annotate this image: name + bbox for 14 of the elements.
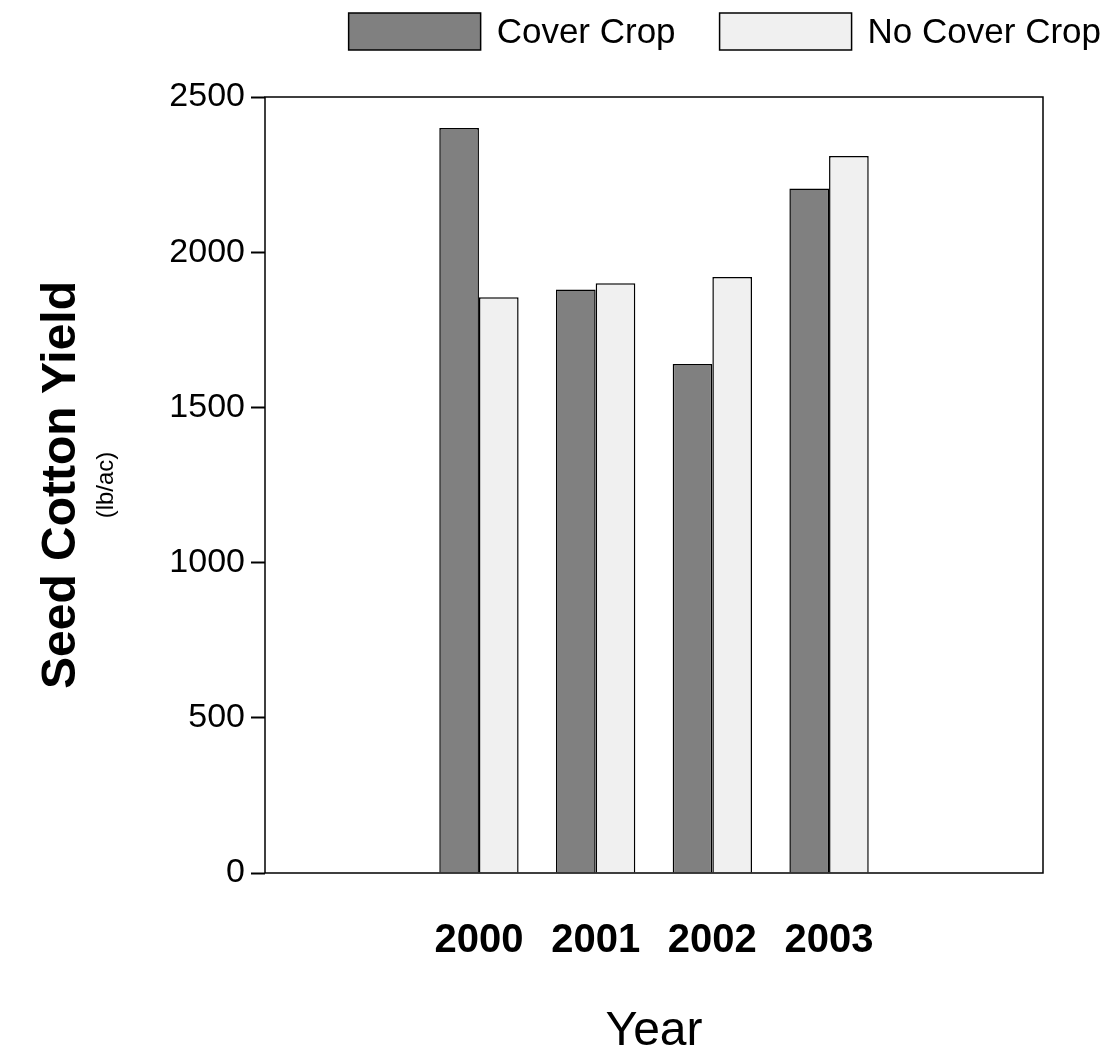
x-axis-title: Year — [605, 1002, 703, 1056]
x-tick-label: 2003 — [784, 916, 874, 961]
y-tick-label: 1000 — [169, 540, 245, 579]
x-tick-label: 2000 — [434, 916, 524, 961]
legend-label: Cover Crop — [496, 10, 676, 50]
y-tick-label: 500 — [188, 696, 245, 735]
y-tick-label: 2000 — [169, 230, 245, 269]
x-tick-label: 2001 — [551, 916, 641, 961]
legend-label: No Cover Crop — [867, 10, 1102, 50]
y-tick-label: 0 — [226, 851, 245, 890]
y-axis-title: Seed Cotton Yield (lb/ac) — [32, 280, 118, 690]
x-tick-label: 2002 — [667, 916, 757, 961]
y-tick-label: 1500 — [169, 385, 245, 424]
y-tick-label: 2500 — [169, 75, 245, 114]
